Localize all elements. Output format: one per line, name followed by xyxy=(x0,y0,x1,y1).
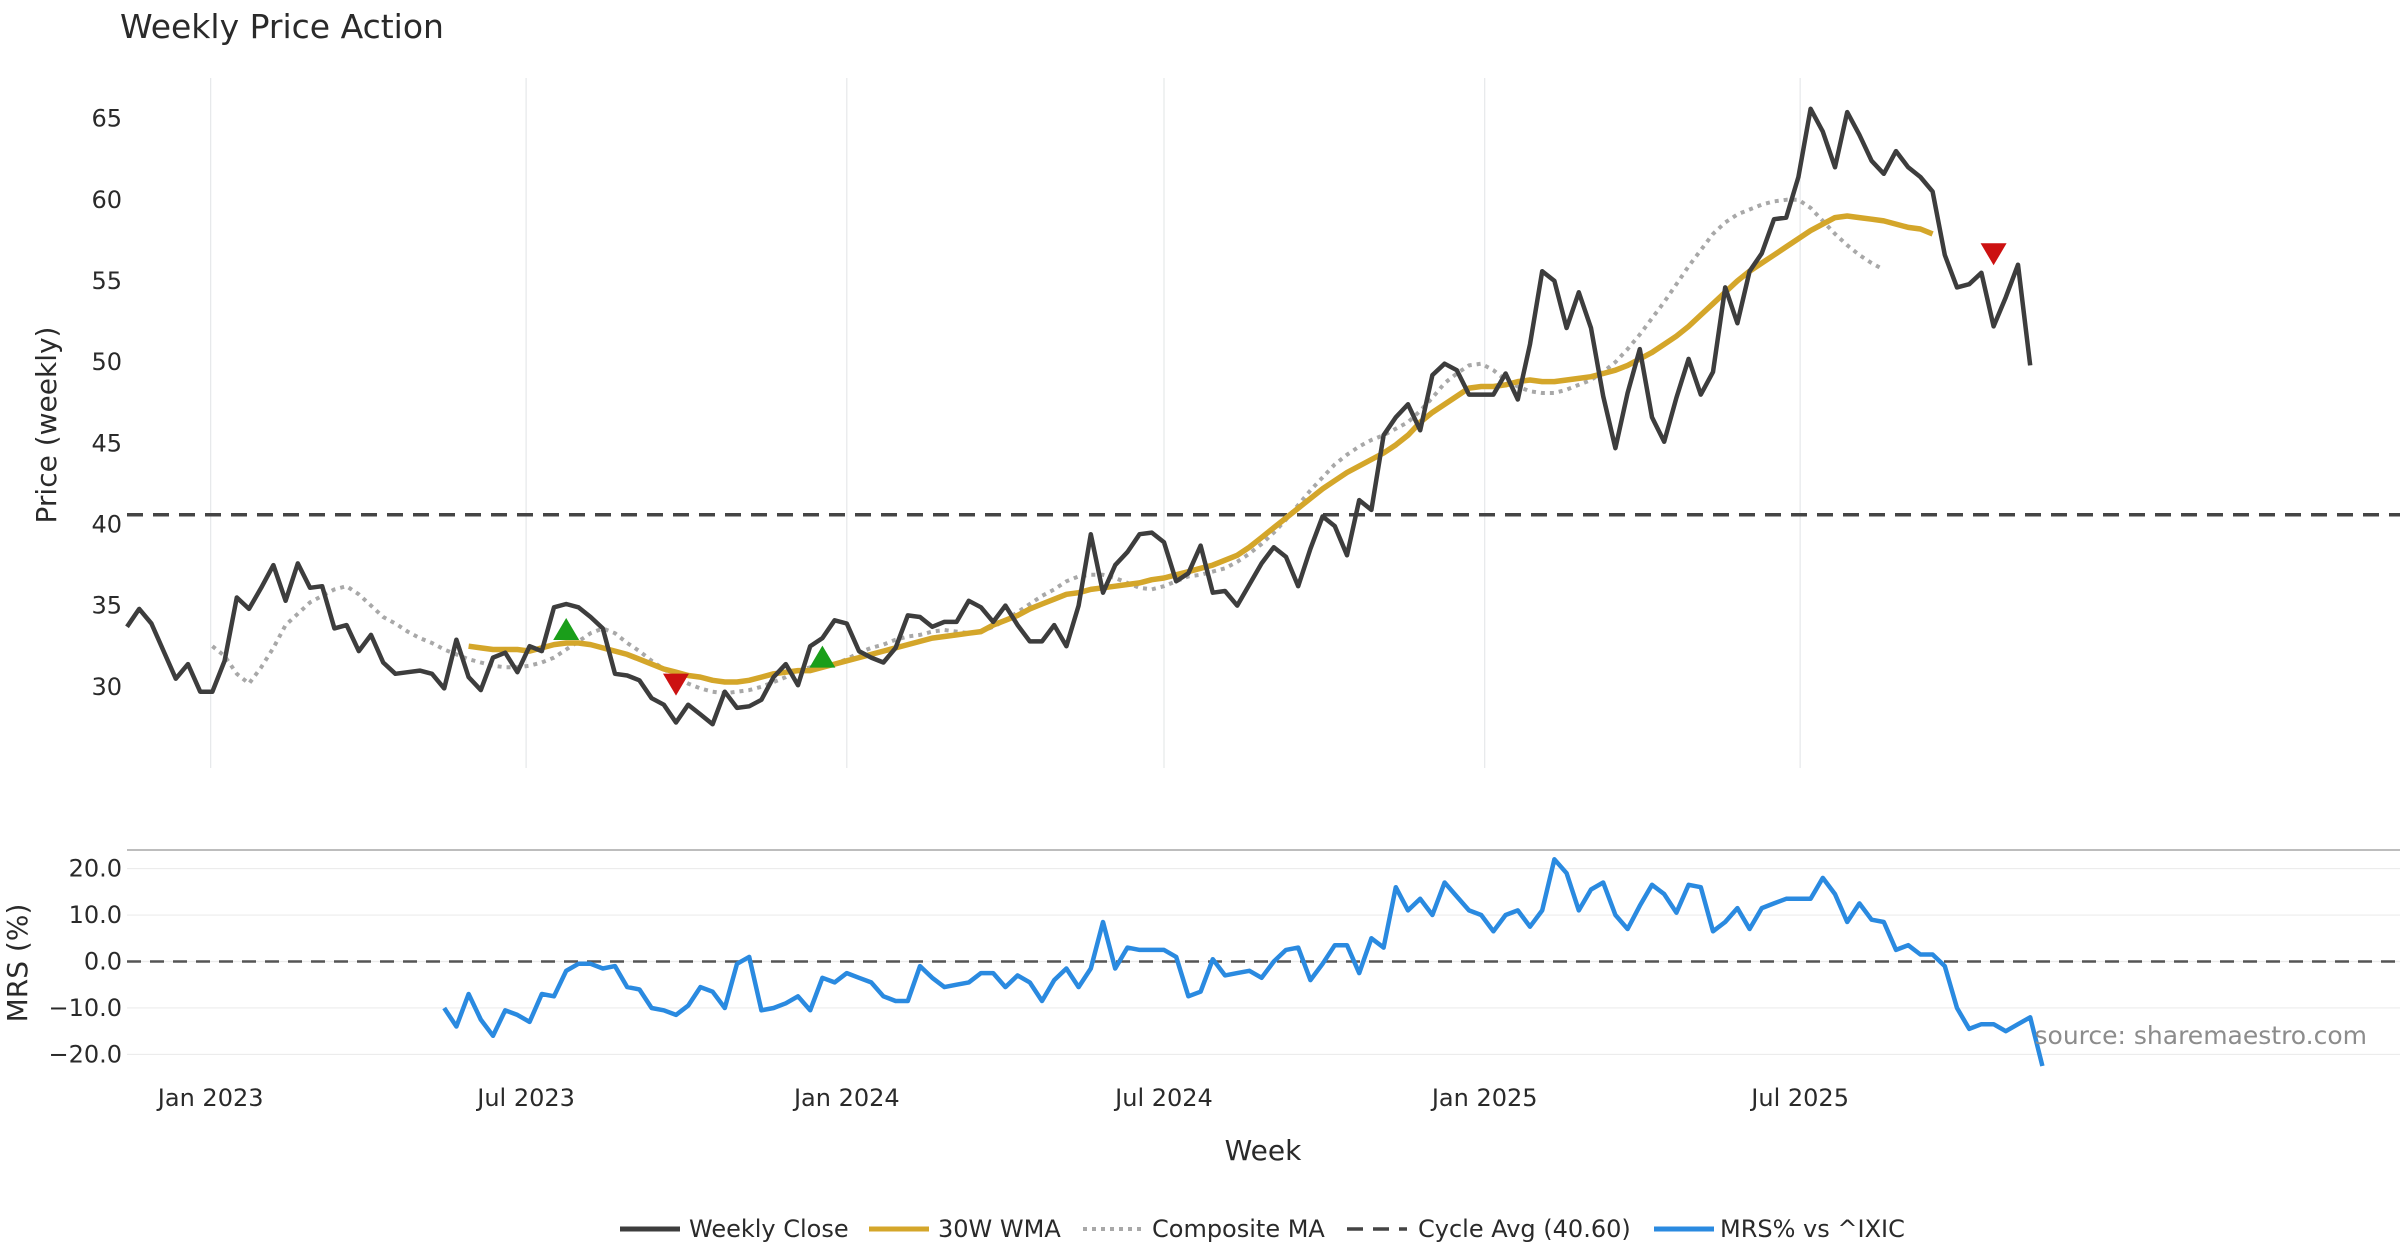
mrs-y-tick-label: 20.0 xyxy=(69,855,122,883)
legend-label-mrs: MRS% vs ^IXIC xyxy=(1720,1215,1905,1243)
x-tick-label: Jan 2024 xyxy=(792,1084,900,1112)
mrs-y-tick-label: −10.0 xyxy=(48,994,122,1022)
mrs-panel xyxy=(127,857,2400,1067)
series-line-mrs xyxy=(442,857,2045,1067)
price-y-tick-label: 35 xyxy=(91,592,122,620)
x-tick-label: Jan 2025 xyxy=(1430,1084,1538,1112)
series-line-30w-wma xyxy=(468,213,1934,685)
series-line-weekly-close xyxy=(125,106,2033,727)
x-tick-label: Jul 2024 xyxy=(1113,1084,1213,1112)
price-y-axis-label: Price (weekly) xyxy=(30,327,63,524)
sell-signal-marker xyxy=(1980,243,2007,266)
price-y-tick-label: 60 xyxy=(91,186,122,214)
price-y-tick-label: 55 xyxy=(91,267,122,295)
mrs-y-tick-label: 0.0 xyxy=(84,948,122,976)
chart-title: Weekly Price Action xyxy=(120,7,444,46)
sell-signal-marker xyxy=(663,673,689,696)
buy-signal-marker xyxy=(553,618,580,640)
price-y-tick-label: 45 xyxy=(91,429,122,457)
price-y-tick-label: 50 xyxy=(91,348,122,376)
legend-label-weekly-close: Weekly Close xyxy=(689,1215,849,1243)
x-tick-label: Jul 2025 xyxy=(1749,1084,1849,1112)
mrs-y-axis-label: MRS (%) xyxy=(1,904,34,1023)
tick-layer: Jan 2023 Jul 2023 Jan 2024 Jul 2024 Jan 2025… xyxy=(48,105,1849,1112)
x-axis-label: Week xyxy=(1225,1134,1302,1167)
x-tick-label: Jul 2023 xyxy=(475,1084,575,1112)
legend-label-cycle-avg: Cycle Avg (40.60) xyxy=(1418,1215,1631,1243)
price-y-tick-label: 30 xyxy=(91,673,122,701)
price-y-tick-label: 65 xyxy=(91,105,122,133)
legend-label-composite-ma: Composite MA xyxy=(1152,1215,1325,1243)
price-y-tick-label: 40 xyxy=(91,510,122,538)
mrs-y-tick-label: 10.0 xyxy=(69,901,122,929)
price-panel xyxy=(125,106,2400,727)
mrs-y-tick-label: −20.0 xyxy=(48,1040,122,1068)
grid-layer xyxy=(127,78,2400,1056)
source-note: source: sharemaestro.com xyxy=(2035,1021,2368,1050)
series-line-composite-ma xyxy=(211,197,1885,696)
x-tick-label: Jan 2023 xyxy=(156,1084,264,1112)
legend: Weekly Close 30W WMA Composite MA Cycle … xyxy=(620,1215,1905,1243)
buy-signal-marker xyxy=(809,645,836,668)
legend-label-30w-wma: 30W WMA xyxy=(938,1215,1061,1243)
